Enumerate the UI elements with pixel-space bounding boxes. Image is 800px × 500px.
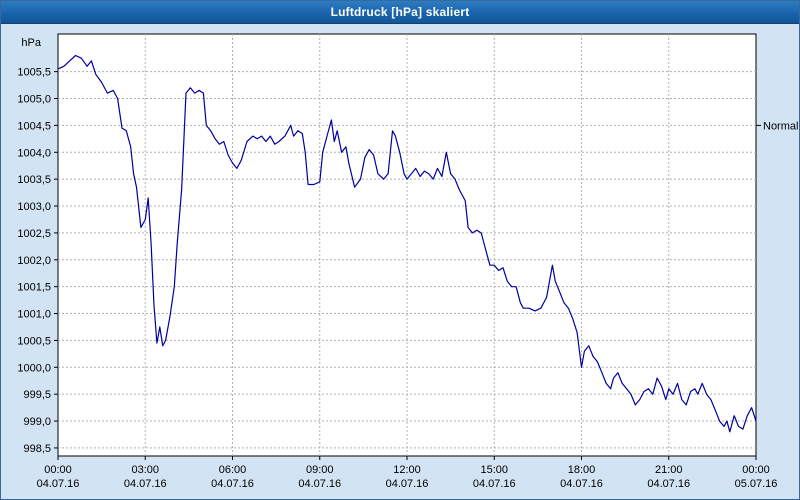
y-tick-label: 1005,0 — [17, 94, 51, 106]
y-tick-label: 998,5 — [23, 443, 51, 455]
y-tick-label: 1002,5 — [17, 228, 51, 240]
y-tick-label: 1001,5 — [17, 282, 51, 294]
x-tick-date-label: 04.07.16 — [37, 478, 80, 490]
x-tick-date-label: 04.07.16 — [473, 478, 516, 490]
x-tick-time-label: 18:00 — [568, 464, 596, 476]
x-tick-time-label: 06:00 — [219, 464, 247, 476]
normal-annotation-label: Normal — [763, 120, 798, 132]
y-axis-unit-label: hPa — [21, 37, 41, 49]
x-tick-date-label: 04.07.16 — [124, 478, 167, 490]
x-tick-time-label: 00:00 — [44, 464, 72, 476]
plot-area — [57, 33, 757, 457]
y-tick-label: 1002,0 — [17, 255, 51, 267]
y-tick-label: 1004,0 — [17, 147, 51, 159]
x-tick-date-label: 04.07.16 — [298, 478, 341, 490]
x-tick-time-label: 03:00 — [131, 464, 159, 476]
window-titlebar: Luftdruck [hPa] skaliert — [1, 1, 799, 24]
x-tick-time-label: 15:00 — [480, 464, 508, 476]
x-tick-time-label: 09:00 — [306, 464, 334, 476]
x-tick-time-label: 12:00 — [393, 464, 421, 476]
y-tick-label: 1003,0 — [17, 201, 51, 213]
y-tick-label: 1000,0 — [17, 362, 51, 374]
y-tick-label: 1001,0 — [17, 309, 51, 321]
y-tick-label: 1000,5 — [17, 335, 51, 347]
x-tick-date-label: 04.07.16 — [386, 478, 429, 490]
y-tick-label: 999,5 — [23, 389, 51, 401]
x-tick-time-label: 21:00 — [655, 464, 683, 476]
x-tick-date-label: 04.07.16 — [211, 478, 254, 490]
y-tick-label: 1003,5 — [17, 174, 51, 186]
y-tick-label: 1005,5 — [17, 67, 51, 79]
x-tick-date-label: 04.07.16 — [647, 478, 690, 490]
line-chart: 1005,5 1005,0 1004,5 1004,0 1003,5 1003,0 1002… — [17, 33, 798, 490]
x-tick-time-label: 00:00 — [742, 464, 770, 476]
pressure-series-line — [57, 54, 757, 433]
y-tick-label: 1004,5 — [17, 120, 51, 132]
window-title: Luftdruck [hPa] skaliert — [330, 5, 470, 19]
x-tick-date-label: 04.07.16 — [560, 478, 603, 490]
y-tick-label: 999,0 — [23, 416, 51, 428]
x-tick-date-label: 05.07.16 — [735, 478, 778, 490]
